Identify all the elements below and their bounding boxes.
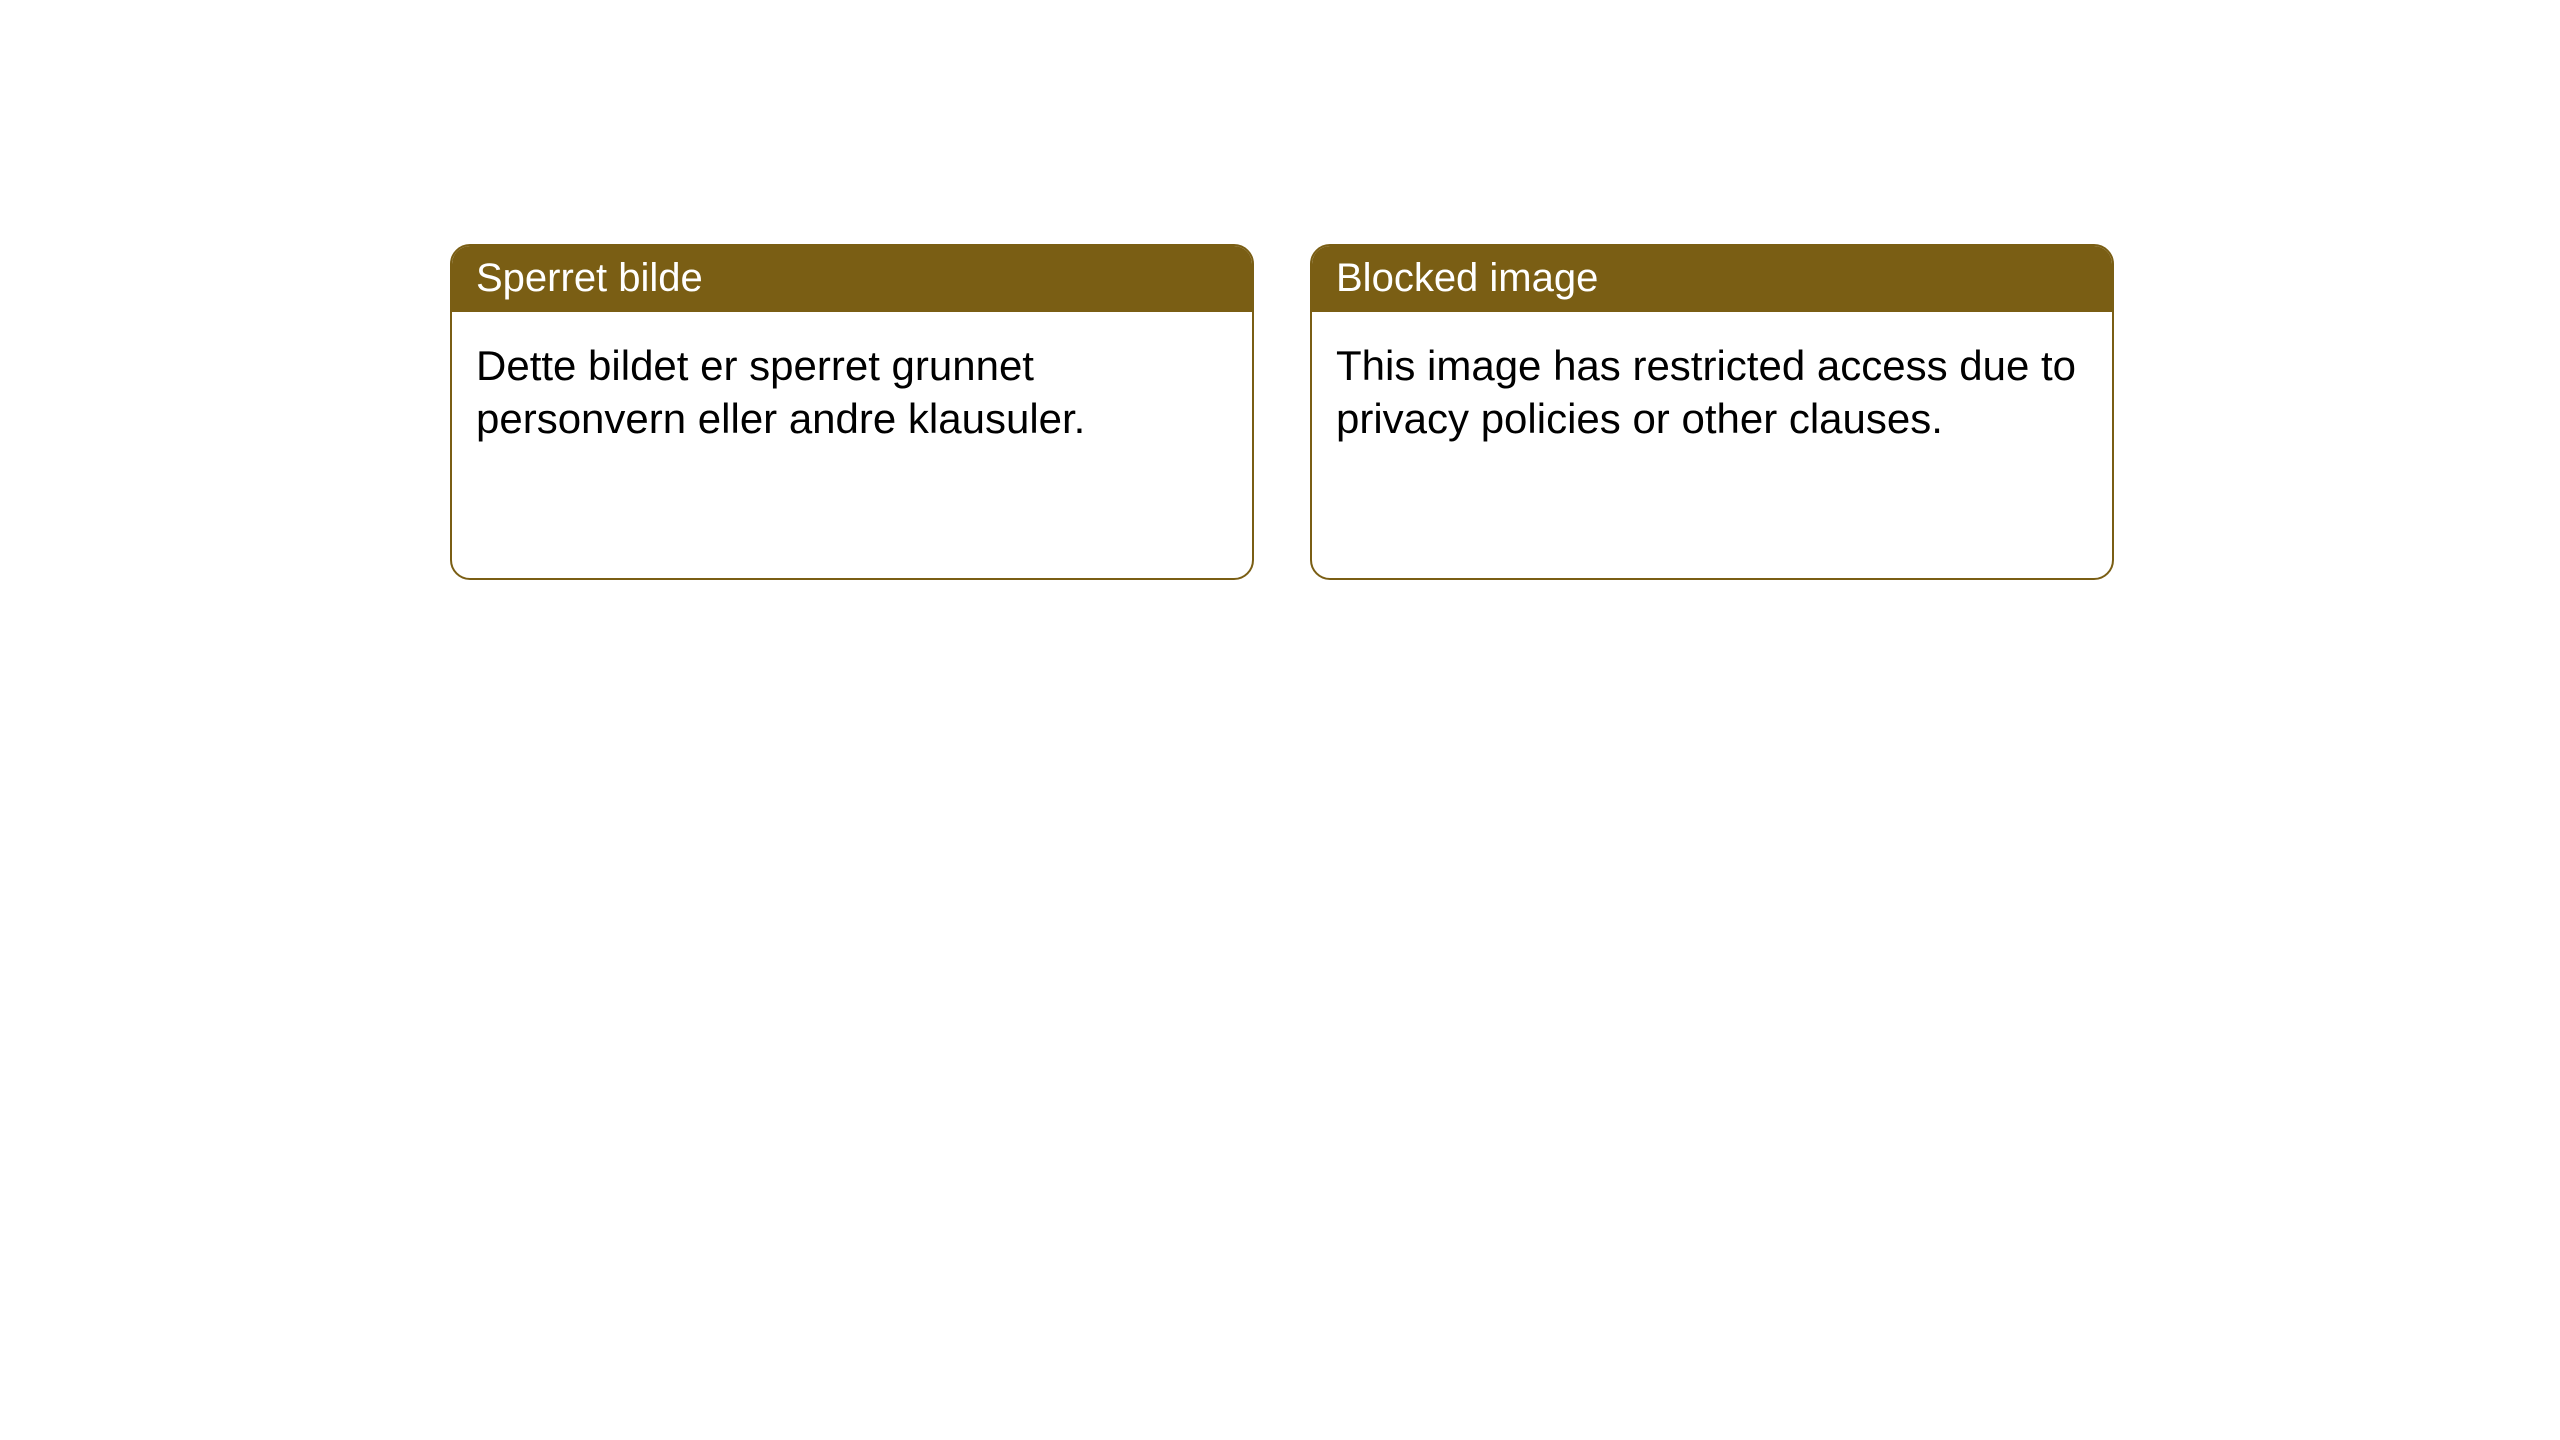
blocked-image-notices: Sperret bilde Dette bildet er sperret gr… xyxy=(450,244,2114,580)
notice-card-english: Blocked image This image has restricted … xyxy=(1310,244,2114,580)
notice-title-norwegian: Sperret bilde xyxy=(452,246,1252,312)
notice-message-norwegian: Dette bildet er sperret grunnet personve… xyxy=(452,312,1252,473)
notice-message-english: This image has restricted access due to … xyxy=(1312,312,2112,473)
notice-card-norwegian: Sperret bilde Dette bildet er sperret gr… xyxy=(450,244,1254,580)
notice-title-english: Blocked image xyxy=(1312,246,2112,312)
